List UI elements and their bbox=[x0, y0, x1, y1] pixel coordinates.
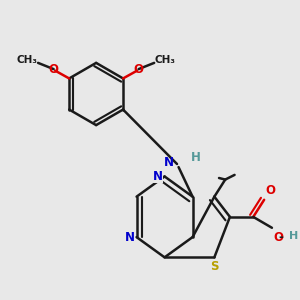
Text: N: N bbox=[164, 156, 174, 169]
Text: CH₃: CH₃ bbox=[17, 55, 38, 65]
Text: O: O bbox=[274, 231, 284, 244]
Text: O: O bbox=[266, 184, 276, 197]
Text: H: H bbox=[191, 151, 201, 164]
Text: H: H bbox=[289, 231, 298, 241]
Text: S: S bbox=[210, 260, 219, 274]
Text: N: N bbox=[153, 170, 163, 183]
Text: -: - bbox=[279, 231, 284, 244]
Text: N: N bbox=[125, 231, 135, 244]
Text: O: O bbox=[49, 63, 58, 76]
Text: O: O bbox=[134, 63, 144, 76]
Text: CH₃: CH₃ bbox=[154, 55, 176, 65]
